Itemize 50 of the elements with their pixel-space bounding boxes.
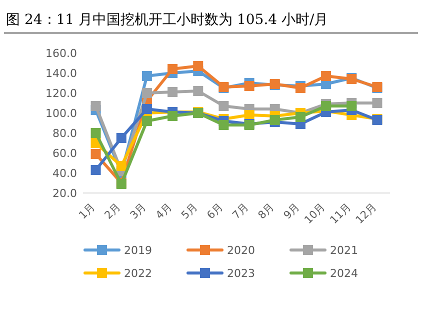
point bbox=[218, 120, 229, 130]
legend-label: 2021 bbox=[330, 244, 358, 257]
point bbox=[142, 104, 152, 114]
legend-label: 2023 bbox=[227, 267, 255, 280]
point bbox=[218, 101, 229, 111]
point bbox=[168, 111, 178, 121]
point bbox=[168, 87, 178, 97]
x-tick-label: 8月 bbox=[256, 200, 277, 222]
x-tick-label: 4月 bbox=[154, 200, 175, 222]
point bbox=[295, 112, 306, 122]
chart-title: 图 24：11 月中国挖机开工小时数为 105.4 小时/月 bbox=[6, 12, 328, 28]
point bbox=[321, 71, 332, 81]
x-tick-label: 7月 bbox=[230, 200, 252, 222]
x-tick-label: 6月 bbox=[204, 200, 226, 222]
x-tick-label: 5月 bbox=[179, 200, 200, 222]
y-tick-label: 40.0 bbox=[52, 167, 77, 180]
legend-label: 2020 bbox=[227, 244, 255, 257]
legend-label: 2022 bbox=[124, 267, 152, 280]
point bbox=[116, 161, 126, 171]
x-tick-label: 10月 bbox=[302, 200, 328, 226]
point bbox=[193, 61, 204, 71]
point bbox=[193, 86, 204, 96]
y-tick-label: 100.0 bbox=[46, 107, 77, 120]
legend-label: 2024 bbox=[330, 267, 358, 280]
point bbox=[90, 149, 101, 159]
point bbox=[168, 64, 178, 74]
point bbox=[116, 133, 126, 143]
y-tick-label: 160.0 bbox=[46, 47, 77, 60]
y-tick-label: 20.0 bbox=[52, 187, 77, 200]
y-tick-label: 120.0 bbox=[46, 87, 77, 100]
point bbox=[244, 81, 254, 91]
x-tick-label: 1月 bbox=[76, 200, 98, 222]
y-tick-label: 60.0 bbox=[52, 147, 77, 160]
point bbox=[244, 110, 254, 120]
point bbox=[90, 101, 101, 111]
point bbox=[142, 71, 152, 81]
x-tick-label: 9月 bbox=[282, 200, 303, 222]
point bbox=[90, 165, 101, 175]
x-tick-label: 3月 bbox=[128, 200, 150, 222]
x-tick-label: 2月 bbox=[102, 200, 124, 222]
legend-label: 2019 bbox=[124, 244, 152, 257]
point bbox=[142, 88, 152, 98]
x-tick-label: 11月 bbox=[328, 200, 354, 226]
point bbox=[142, 116, 152, 126]
point bbox=[372, 98, 382, 108]
y-tick-label: 80.0 bbox=[52, 127, 77, 140]
point bbox=[346, 101, 357, 111]
x-tick-label: 12月 bbox=[354, 200, 380, 226]
point bbox=[90, 128, 101, 138]
y-tick-label: 140.0 bbox=[46, 67, 77, 80]
